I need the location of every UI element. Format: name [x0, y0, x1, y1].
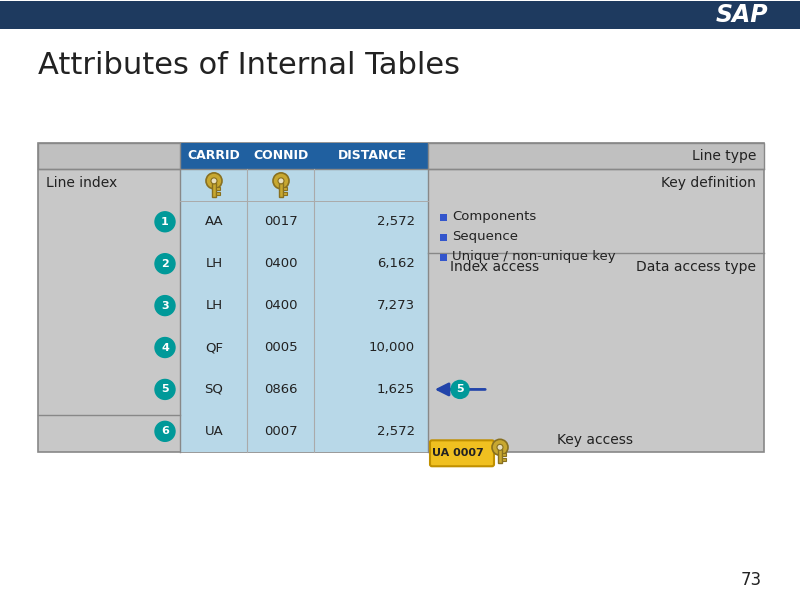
Text: Data access type: Data access type — [636, 260, 756, 274]
FancyBboxPatch shape — [212, 183, 216, 197]
Text: 6: 6 — [161, 427, 169, 436]
Text: UA 0007: UA 0007 — [432, 448, 484, 458]
Circle shape — [273, 173, 289, 189]
Text: LH: LH — [206, 299, 222, 312]
Circle shape — [451, 380, 469, 398]
FancyBboxPatch shape — [440, 254, 447, 260]
Text: 73: 73 — [741, 571, 762, 589]
Text: 4: 4 — [161, 343, 169, 353]
Circle shape — [155, 421, 175, 442]
Circle shape — [497, 445, 503, 451]
FancyBboxPatch shape — [283, 192, 287, 195]
FancyBboxPatch shape — [502, 453, 506, 456]
Text: SQ: SQ — [205, 383, 223, 396]
Circle shape — [206, 173, 222, 189]
Text: Sequence: Sequence — [452, 230, 518, 243]
Text: Attributes of Internal Tables: Attributes of Internal Tables — [38, 50, 460, 80]
Circle shape — [155, 254, 175, 274]
FancyBboxPatch shape — [440, 234, 447, 241]
FancyBboxPatch shape — [180, 169, 428, 452]
Text: 2,572: 2,572 — [377, 425, 415, 438]
Text: Line index: Line index — [46, 176, 118, 190]
Text: 0400: 0400 — [264, 299, 298, 312]
FancyBboxPatch shape — [38, 143, 764, 452]
Text: CONNID: CONNID — [254, 149, 309, 163]
Text: 0005: 0005 — [264, 341, 298, 354]
FancyBboxPatch shape — [279, 183, 283, 197]
FancyBboxPatch shape — [502, 458, 506, 461]
FancyBboxPatch shape — [216, 187, 220, 190]
Text: 5: 5 — [456, 385, 464, 394]
Text: UA: UA — [205, 425, 223, 438]
Text: DISTANCE: DISTANCE — [338, 149, 406, 163]
Text: Line type: Line type — [692, 149, 756, 163]
FancyBboxPatch shape — [430, 440, 494, 466]
Text: 2: 2 — [161, 259, 169, 269]
Text: 0866: 0866 — [264, 383, 298, 396]
Circle shape — [155, 338, 175, 358]
Circle shape — [155, 379, 175, 400]
Text: Components: Components — [452, 210, 536, 223]
Text: SAP: SAP — [715, 3, 768, 27]
Text: Key definition: Key definition — [661, 176, 756, 190]
Text: Key access: Key access — [557, 433, 633, 448]
Circle shape — [211, 178, 217, 184]
Circle shape — [155, 212, 175, 232]
FancyBboxPatch shape — [38, 143, 764, 169]
Text: LH: LH — [206, 257, 222, 270]
Text: QF: QF — [205, 341, 223, 354]
Text: 0007: 0007 — [264, 425, 298, 438]
Text: AA: AA — [205, 215, 223, 228]
Circle shape — [155, 296, 175, 316]
FancyBboxPatch shape — [0, 1, 800, 29]
Circle shape — [278, 178, 284, 184]
Text: Unique / non-unique key: Unique / non-unique key — [452, 250, 616, 263]
FancyBboxPatch shape — [180, 143, 428, 169]
Text: 5: 5 — [161, 385, 169, 394]
Text: 2,572: 2,572 — [377, 215, 415, 228]
Text: 7,273: 7,273 — [377, 299, 415, 312]
Text: 6,162: 6,162 — [377, 257, 415, 270]
Text: 10,000: 10,000 — [369, 341, 415, 354]
FancyBboxPatch shape — [498, 449, 502, 463]
FancyBboxPatch shape — [283, 187, 287, 190]
Text: 0017: 0017 — [264, 215, 298, 228]
Text: 3: 3 — [161, 301, 169, 311]
Text: CARRID: CARRID — [188, 149, 240, 163]
Circle shape — [492, 439, 508, 455]
FancyBboxPatch shape — [440, 214, 447, 221]
Text: 0400: 0400 — [264, 257, 298, 270]
Text: Index access: Index access — [450, 260, 539, 274]
Text: 1,625: 1,625 — [377, 383, 415, 396]
Text: 1: 1 — [161, 217, 169, 227]
FancyBboxPatch shape — [216, 192, 220, 195]
